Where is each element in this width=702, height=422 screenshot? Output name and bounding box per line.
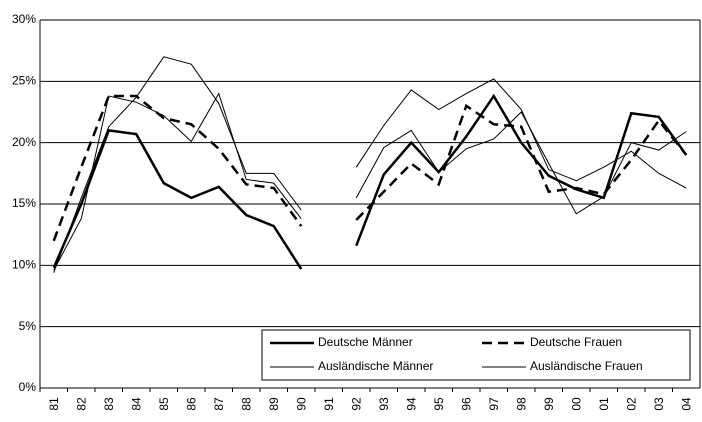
y-tick-label: 10% — [12, 258, 36, 272]
x-tick-label: 02 — [624, 397, 638, 411]
x-tick-label: 03 — [652, 397, 666, 411]
x-tick-label: 86 — [184, 397, 198, 411]
y-tick-label: 0% — [19, 380, 37, 394]
series-line — [52, 93, 688, 270]
x-tick-label: 83 — [102, 397, 116, 411]
legend-label: Deutsche Männer — [318, 335, 413, 349]
legend-label: Deutsche Frauen — [530, 335, 622, 349]
x-tick-label: 94 — [404, 397, 418, 411]
x-tick-label: 97 — [487, 397, 501, 411]
x-tick-label: 87 — [212, 397, 226, 411]
y-tick-label: 15% — [12, 196, 36, 210]
legend-label: Ausländische Frauen — [530, 359, 643, 373]
x-tick-label: 96 — [459, 397, 473, 411]
x-tick-label: 90 — [294, 397, 308, 411]
x-tick-label: 88 — [239, 397, 253, 411]
x-tick-label: 00 — [569, 397, 583, 411]
x-tick-label: 01 — [597, 397, 611, 411]
x-tick-label: 99 — [542, 397, 556, 411]
x-tick-label: 84 — [129, 397, 143, 411]
series-line — [53, 56, 687, 273]
x-tick-label: 04 — [679, 397, 693, 411]
y-tick-label: 25% — [12, 74, 36, 88]
x-tick-label: 91 — [322, 397, 336, 411]
series-line — [52, 94, 688, 242]
y-tick-label: 5% — [19, 319, 37, 333]
x-tick-label: 95 — [432, 397, 446, 411]
y-tick-label: 20% — [12, 135, 36, 149]
x-tick-label: 82 — [74, 397, 88, 411]
x-tick-label: 89 — [267, 397, 281, 411]
legend-label: Ausländische Männer — [318, 359, 433, 373]
x-tick-label: 92 — [349, 397, 363, 411]
x-tick-label: 85 — [157, 397, 171, 411]
y-tick-label: 30% — [12, 12, 36, 26]
x-tick-label: 81 — [47, 397, 61, 411]
x-tick-label: 98 — [514, 397, 528, 411]
legend-box — [261, 329, 691, 381]
x-tick-label: 93 — [377, 397, 391, 411]
series-line — [53, 92, 687, 271]
